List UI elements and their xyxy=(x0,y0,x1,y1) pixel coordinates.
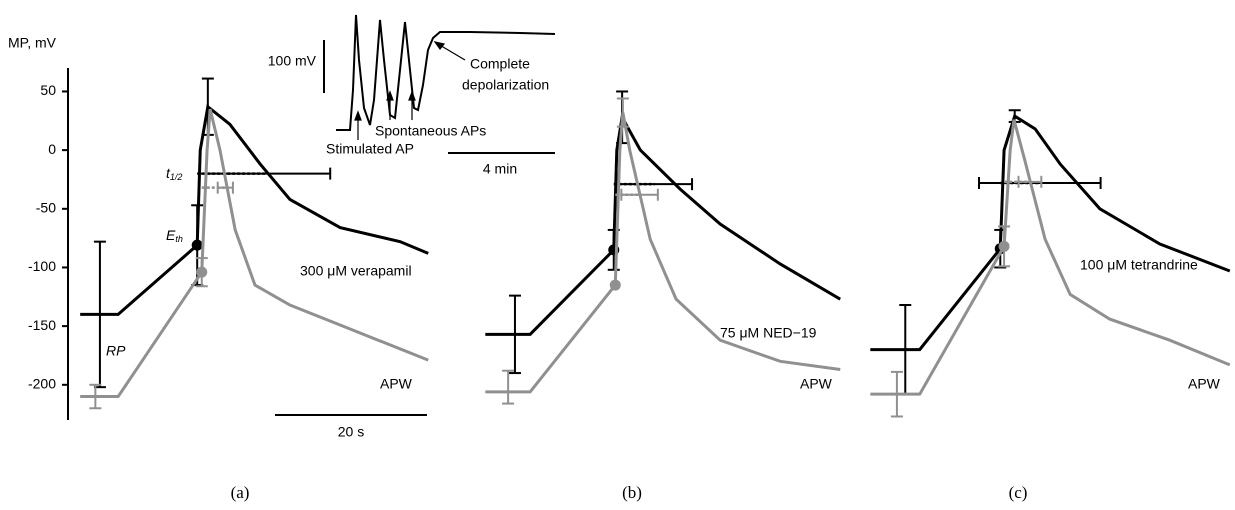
y-tick-label: -150 xyxy=(28,317,56,333)
y-axis-label: MP, mV xyxy=(8,35,57,51)
error-bar xyxy=(502,369,515,405)
threshold-point xyxy=(998,240,1010,252)
annotation: E xyxy=(166,227,176,243)
error-bar xyxy=(89,383,102,410)
inset-label: depolarization xyxy=(462,77,549,93)
scale-bar-label: 20 s xyxy=(338,424,364,440)
inset-label: Spontaneous APs xyxy=(375,123,486,139)
series-line xyxy=(870,113,1231,352)
series-label: APW xyxy=(380,376,413,392)
panel-caption: (b) xyxy=(622,483,642,502)
inset-label: 4 min xyxy=(483,161,517,177)
y-tick-label: 50 xyxy=(40,82,56,98)
arrows xyxy=(354,41,466,140)
y-tick-label: -50 xyxy=(36,200,56,216)
error-bar xyxy=(197,167,332,180)
error-bar xyxy=(508,294,521,375)
inset-label: Stimulated AP xyxy=(326,141,414,157)
annotation: t1/2 xyxy=(166,165,182,183)
threshold-point xyxy=(196,266,208,278)
annotation: th xyxy=(175,234,183,244)
y-tick-label: -200 xyxy=(28,376,56,392)
inset-label: Complete xyxy=(470,56,530,72)
series-line xyxy=(80,103,429,316)
series-line xyxy=(485,112,841,336)
panel-caption: (c) xyxy=(1009,483,1028,502)
series-line xyxy=(485,112,841,394)
threshold-point xyxy=(609,279,621,291)
error-bar xyxy=(615,188,659,201)
annotation: Eth xyxy=(166,227,183,245)
inset: 100 mV 4 min Stimulated AP Spontaneous A… xyxy=(268,14,556,177)
annotation: RP xyxy=(106,343,126,359)
series-label: 300 μM verapamil xyxy=(300,263,412,279)
series-label: APW xyxy=(1188,376,1221,392)
series-label: 75 μM NED−19 xyxy=(720,325,817,341)
series-label: 100 μM tetrandrine xyxy=(1080,257,1198,273)
annotation: 1/2 xyxy=(170,172,183,182)
error-bar xyxy=(1004,175,1043,188)
inset-trace xyxy=(336,14,556,131)
error-bar xyxy=(201,181,234,194)
series-line xyxy=(80,108,429,399)
panel-caption: (a) xyxy=(231,483,250,502)
error-bar xyxy=(890,370,903,418)
threshold-point xyxy=(191,239,203,251)
y-tick-label: 0 xyxy=(48,141,56,157)
inset-label: 100 mV xyxy=(268,53,317,69)
series-label: APW xyxy=(800,376,833,392)
y-tick-label: -100 xyxy=(28,258,56,274)
annotation: t xyxy=(166,165,171,181)
series-line xyxy=(870,119,1231,396)
error-bar xyxy=(616,97,629,128)
